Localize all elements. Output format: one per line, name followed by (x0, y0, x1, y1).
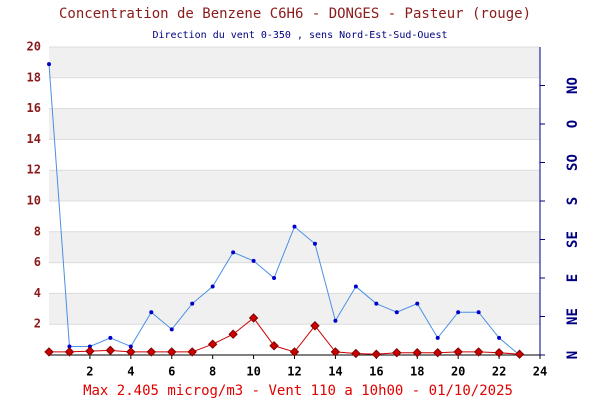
x-tick-label: 10 (246, 365, 260, 379)
point (85, 346, 95, 356)
point (394, 310, 399, 315)
x-tick-label: 16 (369, 365, 383, 379)
point (105, 345, 116, 356)
x-tick-label: 6 (168, 365, 175, 379)
point (514, 349, 525, 359)
point (456, 310, 461, 315)
point (251, 258, 256, 263)
point (248, 313, 259, 323)
point (292, 224, 297, 229)
point (207, 339, 218, 349)
grid-band (49, 47, 540, 78)
point (433, 347, 443, 358)
y-tick-label: 18 (27, 70, 41, 84)
y-tick-label: 16 (27, 101, 41, 115)
y-tick-label: 4 (34, 286, 41, 300)
x-tick-label: 22 (492, 365, 506, 379)
point (146, 347, 156, 357)
point (453, 347, 463, 357)
point (44, 347, 54, 357)
y2-tick-label: N (565, 351, 581, 359)
y-tick-label: 8 (34, 224, 41, 238)
point (351, 348, 361, 359)
point (167, 347, 177, 357)
point (231, 250, 236, 255)
y-tick-label: 2 (34, 317, 41, 331)
point (47, 62, 51, 67)
point (435, 335, 440, 340)
chart-subtitle: Direction du vent 0-350 , sens Nord-Est-… (152, 30, 447, 41)
point (169, 327, 174, 332)
point (149, 310, 154, 315)
point (190, 301, 195, 306)
point (330, 347, 341, 357)
x-tick-label: 8 (209, 365, 216, 379)
y2-tick-label: NE (565, 308, 581, 325)
y-tick-label: 6 (34, 255, 41, 269)
x-tick-label: 2 (86, 365, 93, 379)
y-tick-label: 20 (27, 40, 41, 54)
point (497, 335, 502, 340)
point (415, 301, 420, 306)
y2-tick-label: SE (565, 231, 581, 248)
point (128, 344, 133, 349)
grid-band (49, 231, 540, 263)
point (353, 284, 358, 289)
point (269, 341, 279, 351)
y2-tick-label: NO (565, 77, 581, 94)
point (473, 347, 484, 357)
point (333, 318, 338, 323)
point (67, 344, 72, 349)
x-tick-label: 14 (328, 365, 342, 379)
y2-tick-label: E (565, 274, 581, 282)
point (126, 347, 136, 357)
point (210, 284, 215, 289)
point (228, 329, 238, 339)
point (310, 321, 320, 331)
y-tick-label: 14 (27, 132, 41, 146)
point (412, 347, 422, 358)
series-line (48, 64, 520, 356)
point (108, 335, 113, 340)
point (272, 276, 277, 280)
point (312, 241, 317, 246)
point (392, 347, 402, 358)
point (374, 301, 379, 306)
point (289, 347, 300, 357)
y-tick-label: 10 (27, 194, 41, 208)
y2-tick-label: SO (565, 154, 581, 171)
grid-band (49, 293, 540, 325)
x-tick-label: 4 (127, 365, 134, 379)
y2-tick-label: S (565, 197, 581, 205)
grid-band (49, 108, 540, 140)
x-tick-label: 24 (533, 365, 547, 379)
x-tick-label: 18 (410, 365, 424, 379)
point (494, 347, 504, 358)
chart-title: Concentration de Benzene C6H6 - DONGES -… (59, 6, 531, 22)
x-tick-label: 20 (451, 365, 465, 379)
point (476, 310, 481, 315)
y2-tick-label: O (565, 120, 581, 128)
grid-band (49, 170, 540, 201)
point (187, 347, 197, 357)
point (371, 349, 382, 359)
y-tick-label: 12 (27, 163, 41, 177)
x-tick-label: 12 (287, 365, 301, 379)
point (64, 347, 75, 357)
chart-footer: Max 2.405 microg/m3 - Vent 110 a 10h00 -… (83, 383, 513, 399)
